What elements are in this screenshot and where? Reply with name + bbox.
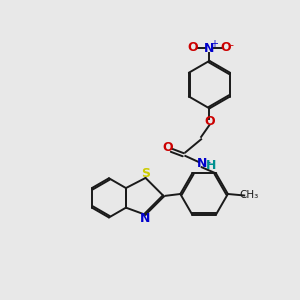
- Text: O: O: [220, 41, 231, 54]
- Text: O: O: [162, 141, 173, 154]
- Text: -: -: [229, 40, 233, 50]
- Text: N: N: [196, 157, 207, 170]
- Text: N: N: [204, 42, 214, 55]
- Text: H: H: [206, 159, 216, 172]
- Text: +: +: [210, 39, 218, 49]
- Text: O: O: [188, 41, 198, 54]
- Text: -: -: [206, 157, 210, 167]
- Text: S: S: [141, 167, 150, 180]
- Text: CH₃: CH₃: [240, 190, 259, 200]
- Text: N: N: [140, 212, 151, 226]
- Text: O: O: [204, 115, 215, 128]
